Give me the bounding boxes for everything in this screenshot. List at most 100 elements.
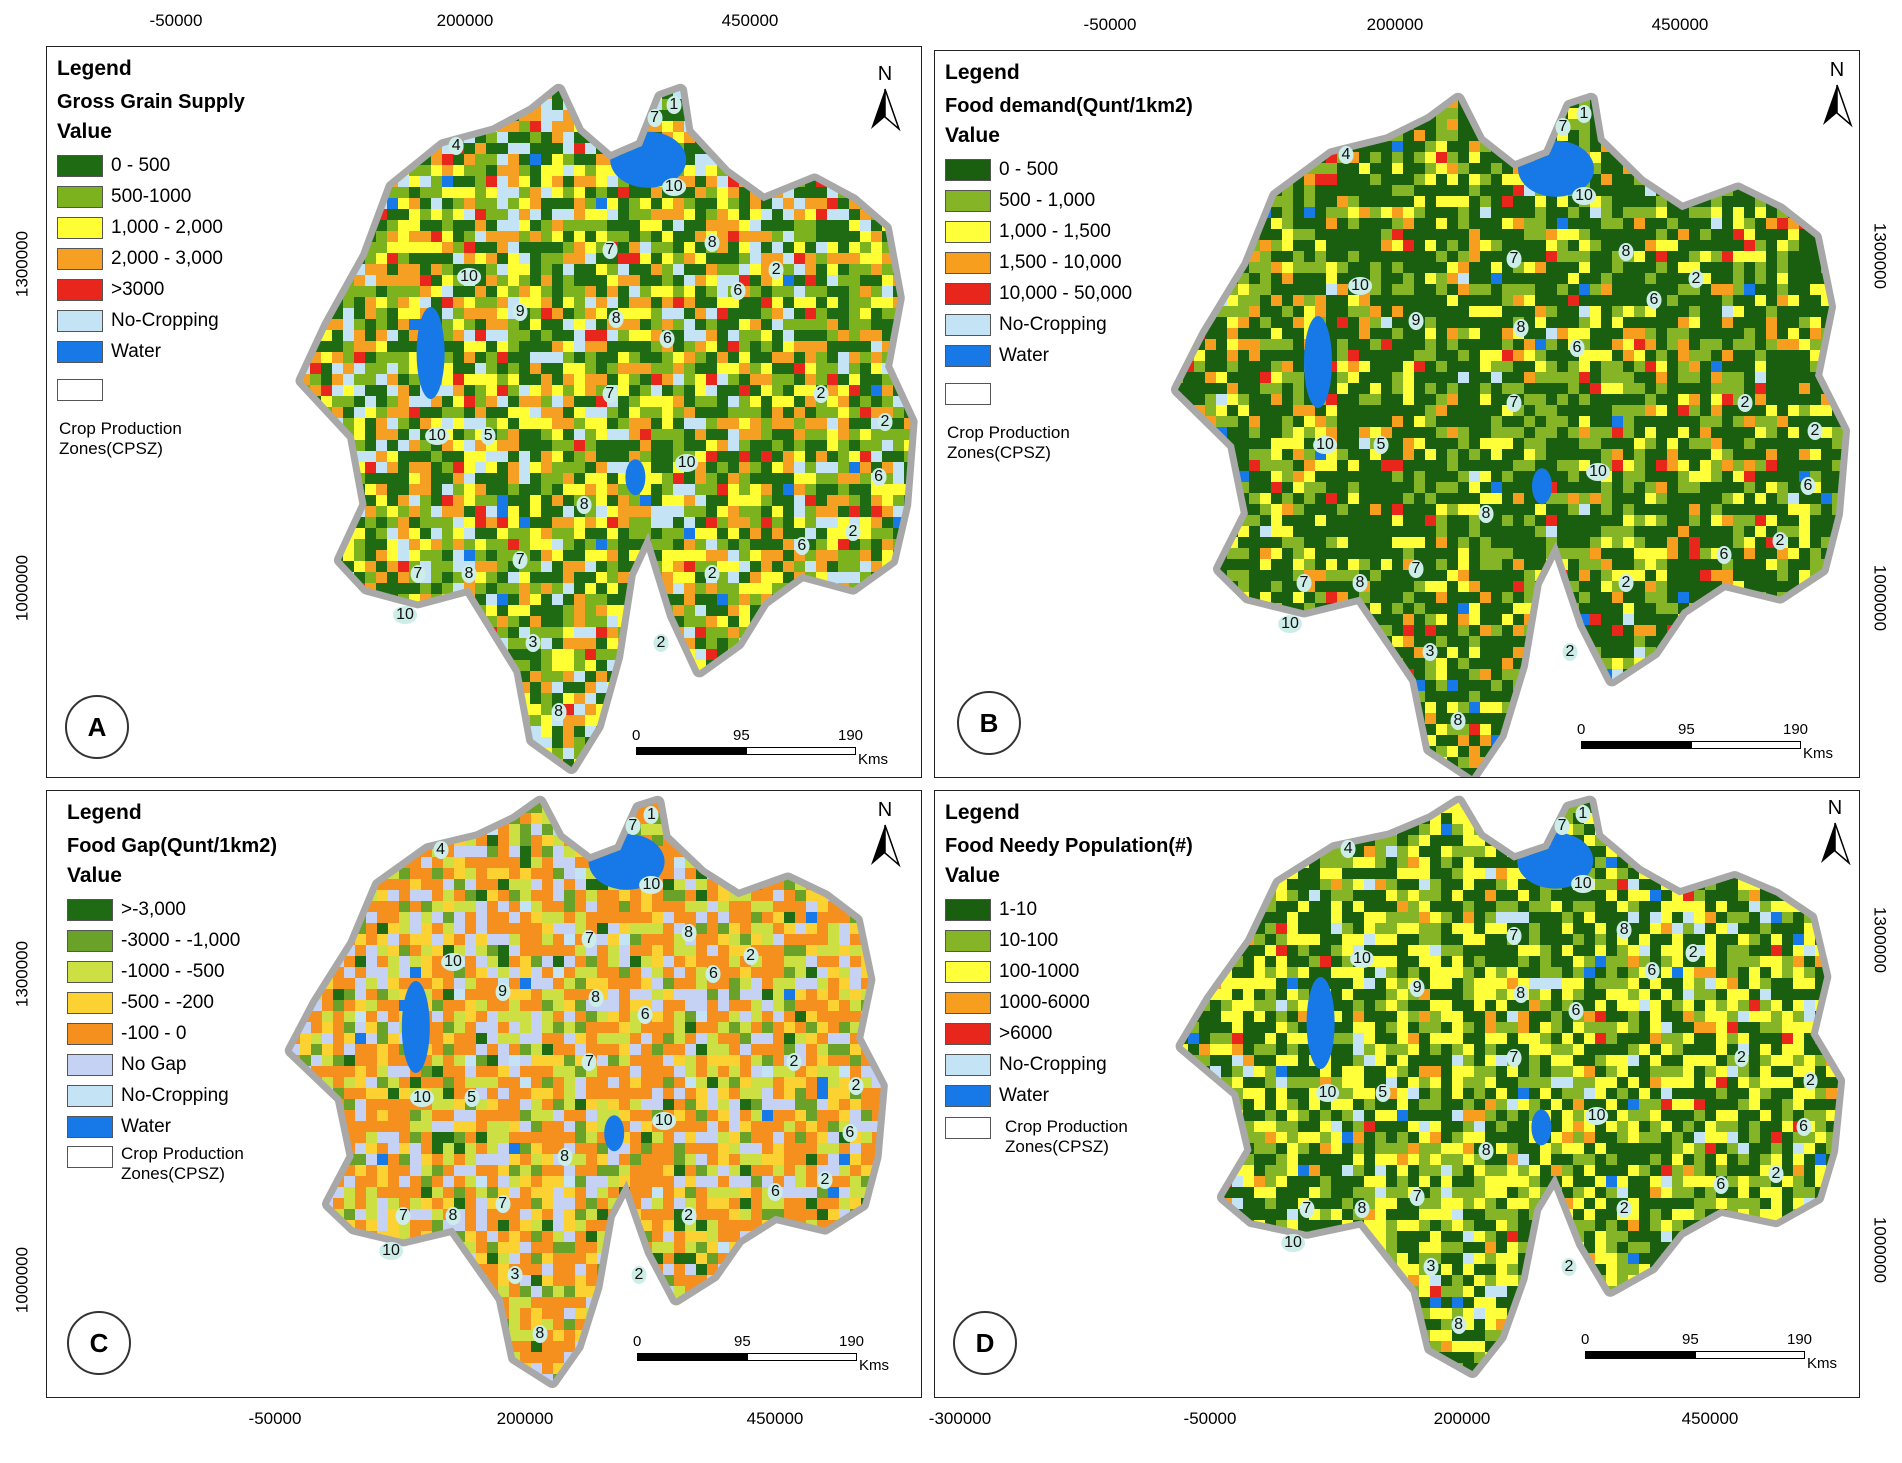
zone-label: 2 — [1616, 1199, 1632, 1218]
scale-bar: 0 95 190 Kms — [633, 1333, 889, 1374]
zone-label: 7 — [602, 240, 618, 259]
zone-label: 5 — [480, 426, 496, 445]
zone-label: 6 — [1569, 339, 1585, 358]
legend-label: >6000 — [999, 1022, 1053, 1044]
legend-swatch — [67, 991, 113, 1014]
zone-label: 9 — [1409, 979, 1425, 998]
legend-b: Legend Food demand(Qunt/1km2) Value 0 - … — [945, 61, 1193, 463]
north-arrow-icon: N — [1813, 797, 1857, 869]
zone-label: 6 — [659, 330, 675, 349]
legend-swatch — [67, 929, 113, 952]
zone-label: 6 — [794, 537, 810, 556]
zone-label: 7 — [495, 1195, 511, 1213]
scale-bar: 0 95 190 Kms — [1581, 1331, 1837, 1372]
legend-item: No Gap — [67, 1049, 281, 1080]
zone-label: 7 — [647, 109, 663, 128]
zone-label: 8 — [1478, 1141, 1494, 1160]
panel-badge-a: A — [65, 695, 129, 759]
legend-label: Water — [121, 1115, 171, 1137]
zone-label: 8 — [1618, 242, 1634, 261]
map-panel-b: Legend Food demand(Qunt/1km2) Value 0 - … — [934, 50, 1860, 778]
zone-label: 6 — [705, 964, 721, 983]
zone-label: 7 — [1506, 249, 1522, 268]
zone-label: 7 — [581, 929, 597, 948]
legend-label: 0 - 500 — [111, 154, 171, 176]
legend-label: 10,000 - 50,000 — [999, 282, 1133, 304]
legend-item: -1000 - -500 — [67, 956, 281, 987]
legend-label: >-3,000 — [121, 898, 186, 920]
map-food-needy-population — [1175, 795, 1846, 1378]
legend-swatch — [945, 158, 991, 181]
zone-label: 7 — [1555, 118, 1571, 137]
zone-label: 10 — [1586, 463, 1610, 482]
map-panel-a: Legend Gross Grain Supply Value 0 - 500 5… — [46, 46, 922, 778]
zone-label: 7 — [1554, 816, 1570, 835]
legend-label: -1000 - -500 — [121, 960, 225, 982]
map-panel-d: Legend Food Needy Population(#) Value 1-… — [934, 790, 1860, 1398]
legend-swatch — [945, 189, 991, 212]
zone-label: 2 — [1737, 394, 1753, 413]
zone-label: 7 — [1506, 1048, 1522, 1067]
legend-item: 1,500 - 10,000 — [945, 247, 1193, 278]
legend-label: Water — [111, 340, 161, 362]
legend-item: 1-10 — [945, 894, 1193, 925]
tick-label: 200000 — [1433, 1409, 1491, 1428]
legend-zone-item: Crop Production Zones(CPSZ) — [945, 381, 1193, 463]
legend-label: Crop Production Zones(CPSZ) — [947, 423, 1070, 462]
legend-item: 500-1000 — [57, 181, 245, 212]
zone-label: 2 — [1803, 1072, 1818, 1090]
legend-item: 2,000 - 3,000 — [57, 243, 245, 274]
zone-label: 6 — [1716, 546, 1732, 565]
zone-label: 8 — [551, 702, 567, 721]
zone-label: 10 — [639, 876, 664, 895]
zone-label: 8 — [1478, 504, 1494, 523]
zone-label: 10 — [457, 268, 481, 287]
zone-label: 8 — [1616, 921, 1632, 940]
legend-label: 1,500 - 10,000 — [999, 251, 1122, 273]
legend-item: 100-1000 — [945, 956, 1193, 987]
zone-label: 1 — [666, 95, 682, 114]
zone-label: 4 — [1340, 840, 1356, 858]
zone-label: 7 — [410, 564, 426, 583]
zone-label: 6 — [871, 468, 887, 487]
legend-label: Crop Production Zones(CPSZ) — [121, 1144, 244, 1183]
legend-label: 100-1000 — [999, 960, 1080, 982]
legend-title: Legend — [57, 57, 132, 80]
zone-label: 3 — [1422, 642, 1438, 661]
tick-label: -300000 — [928, 1409, 992, 1428]
legend-swatch — [945, 898, 991, 921]
legend-swatch — [945, 1053, 991, 1076]
zone-label: 8 — [588, 988, 604, 1007]
legend-label: No-Cropping — [999, 313, 1107, 335]
legend-label: No-Cropping — [999, 1053, 1107, 1075]
tick-label: 1000000 — [12, 554, 32, 622]
zone-label: 8 — [1513, 318, 1529, 337]
zone-label: 6 — [637, 1006, 653, 1025]
zone-label: 2 — [704, 564, 720, 583]
tick-label: 1300000 — [1870, 906, 1890, 974]
zone-label: 7 — [1506, 927, 1522, 945]
tick-label: 1300000 — [12, 940, 32, 1008]
zone-label: 10 — [1278, 615, 1302, 634]
zone-label: 2 — [1561, 1257, 1577, 1276]
tick-label: 450000 — [1651, 15, 1709, 34]
legend-swatch — [945, 220, 991, 243]
zone-label: 7 — [395, 1206, 411, 1225]
zone-label: 7 — [1408, 560, 1424, 578]
zone-label: 2 — [1685, 944, 1701, 963]
tick-label: 1000000 — [1870, 564, 1890, 632]
legend-item: -500 - -200 — [67, 987, 281, 1018]
zone-label: 10 — [425, 426, 449, 445]
legend-label: Crop Production Zones(CPSZ) — [59, 419, 182, 458]
zone-label: 3 — [507, 1265, 523, 1284]
legend-item: No-Cropping — [945, 309, 1193, 340]
zone-label: 10 — [1572, 187, 1596, 206]
zone-label: 7 — [602, 385, 618, 404]
zone-label: 5 — [464, 1088, 480, 1107]
legend-swatch — [57, 247, 103, 270]
zone-label: 6 — [1644, 961, 1660, 980]
legend-swatch — [67, 960, 113, 983]
zone-label: 10 — [1313, 435, 1337, 454]
north-arrow-icon: N — [863, 799, 907, 871]
legend-label: 1-10 — [999, 898, 1038, 920]
